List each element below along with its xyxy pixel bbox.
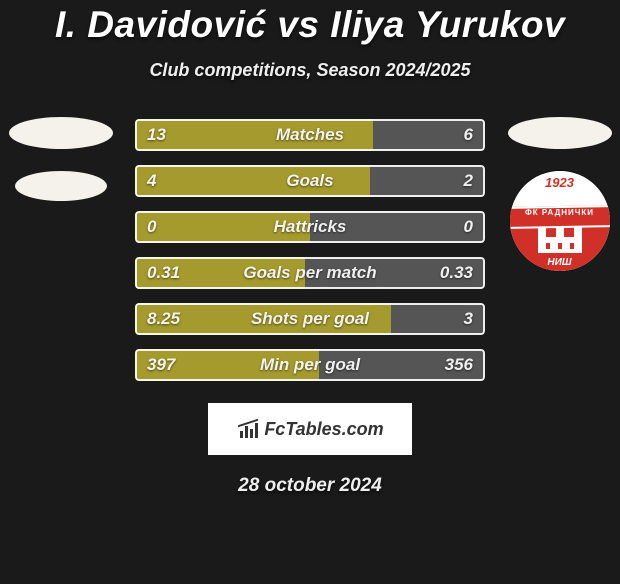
badge-castle-icon [538,227,582,253]
brand-chart-icon [236,418,258,440]
club-right: 1923 ФК РАДНИЧКИ НИШ [507,117,612,271]
club-left [8,117,113,201]
stat-row: Goals42 [135,165,485,197]
stat-bar-right [310,211,485,243]
badge-script: НИШ [510,257,610,268]
stat-row: Matches136 [135,119,485,151]
comparison-arena: 1923 ФК РАДНИЧКИ НИШ Matches136 Goals42 Ha… [0,119,620,381]
club-left-oval-2 [15,171,107,201]
club-left-oval-1 [9,117,113,149]
stat-bar-left [135,349,319,381]
stat-row: Shots per goal8.253 [135,303,485,335]
stat-bar-right [373,119,485,151]
stat-bar-right [319,349,485,381]
stat-bar-left [135,211,310,243]
stat-bar-left [135,119,373,151]
page-subtitle: Club competitions, Season 2024/2025 [0,60,620,81]
badge-year: 1923 [510,175,610,190]
stat-bar-right [391,303,486,335]
stat-rows: Matches136 Goals42 Hattricks00 Goals per ma… [135,119,485,381]
stat-bar-right [305,257,485,289]
stat-bar-right [370,165,486,197]
footer-date: 28 october 2024 [0,475,620,497]
stat-bar-left [135,303,391,335]
badge-name: ФК РАДНИЧКИ [510,208,610,217]
club-right-badge: 1923 ФК РАДНИЧКИ НИШ [510,171,610,271]
stat-bar-left [135,165,370,197]
stat-row: Hattricks00 [135,211,485,243]
brand-box: FcTables.com [208,403,412,455]
stat-row: Goals per match0.310.33 [135,257,485,289]
club-right-oval [508,117,612,149]
brand-text: FcTables.com [264,419,383,440]
page-title: I. Davidović vs Iliya Yurukov [0,4,620,46]
stat-bar-left [135,257,305,289]
stat-row: Min per goal397356 [135,349,485,381]
